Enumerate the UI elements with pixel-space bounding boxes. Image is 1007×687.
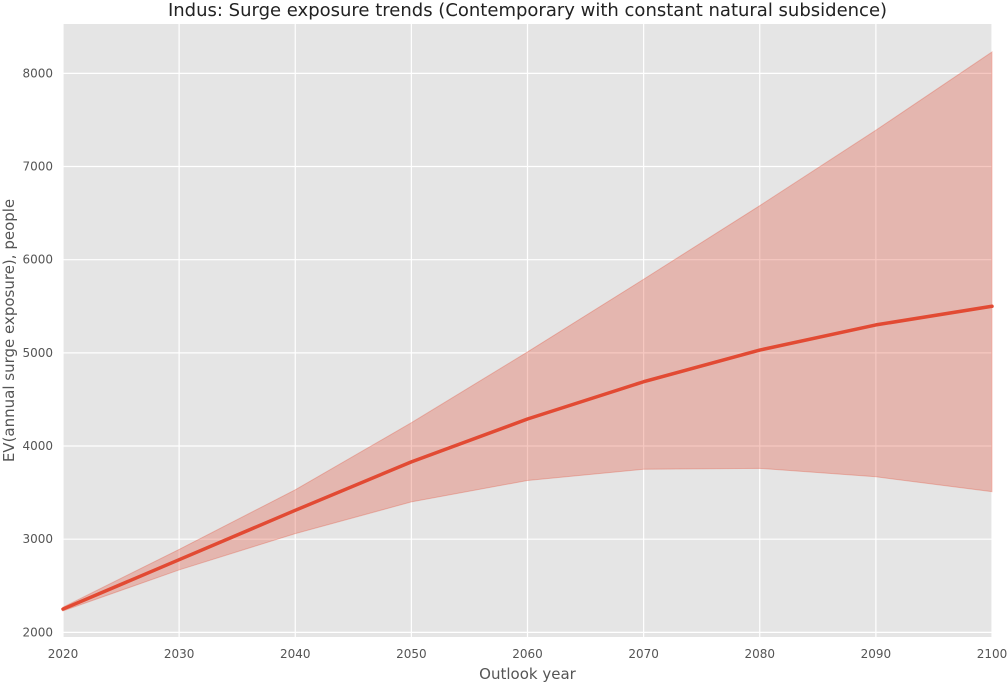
series-line (61, 304, 994, 611)
x-tick-label: 2060 (512, 647, 543, 661)
x-tick-label: 2080 (744, 647, 775, 661)
y-axis-ticks: 2000 3000 4000 5000 6000 7000 8000 (22, 66, 53, 639)
y-tick-label: 7000 (22, 160, 53, 174)
y-tick-label: 5000 (22, 346, 53, 360)
x-tick-label: 2040 (280, 647, 311, 661)
x-tick-label: 2030 (164, 647, 195, 661)
x-axis-label: Outlook year (479, 665, 576, 683)
x-axis-ticks: 2020 2030 2040 2050 2060 2070 2080 2090 2100 (48, 647, 1007, 661)
x-tick-label: 2050 (396, 647, 427, 661)
y-tick-label: 4000 (22, 439, 53, 453)
x-tick-label: 2090 (861, 647, 892, 661)
y-tick-label: 6000 (22, 253, 53, 267)
x-tick-label: 2070 (628, 647, 659, 661)
y-axis-label: EV(annual surge exposure), people (0, 199, 18, 462)
x-tick-label: 2020 (48, 647, 79, 661)
y-tick-label: 2000 (22, 625, 53, 639)
grid-lines (62, 24, 993, 637)
y-tick-label: 3000 (22, 532, 53, 546)
uncertainty-band (62, 51, 993, 612)
chart-title: Indus: Surge exposure trends (Contempora… (168, 0, 887, 21)
y-tick-label: 8000 (22, 66, 53, 80)
x-tick-label: 2100 (977, 647, 1007, 661)
